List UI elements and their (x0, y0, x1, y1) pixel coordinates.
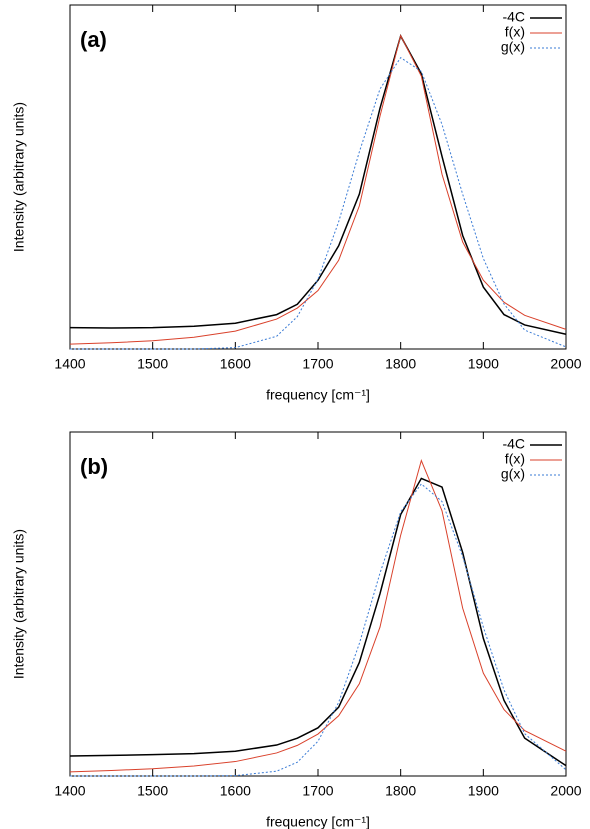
x-tick-label: 2000 (550, 783, 581, 799)
x-tick-label: 1600 (220, 783, 251, 799)
x-tick-label: 1700 (302, 783, 333, 799)
legend-label: g(x) (501, 39, 525, 55)
series-line (70, 461, 566, 772)
x-tick-label: 2000 (550, 356, 581, 372)
x-tick-label: 1800 (385, 783, 416, 799)
legend-label: -4C (502, 9, 525, 25)
x-tick-label: 1400 (54, 783, 85, 799)
y-axis-label: Intensity (arbitrary units) (11, 529, 27, 679)
series-line (70, 484, 566, 776)
x-tick-label: 1400 (54, 356, 85, 372)
x-tick-label: 1700 (302, 356, 333, 372)
panel-label: (a) (80, 27, 107, 52)
x-axis-label: frequency [cm⁻¹] (266, 387, 370, 403)
series-line (70, 58, 566, 349)
legend-label: -4C (502, 436, 525, 452)
x-tick-label: 1800 (385, 356, 416, 372)
x-tick-label: 1500 (137, 783, 168, 799)
x-axis-label: frequency [cm⁻¹] (266, 814, 370, 829)
x-tick-label: 1900 (468, 783, 499, 799)
legend-label: g(x) (501, 466, 525, 482)
panel-label: (b) (80, 454, 108, 479)
x-tick-label: 1600 (220, 356, 251, 372)
legend-label: f(x) (505, 451, 525, 467)
series-line (70, 478, 566, 765)
x-tick-label: 1500 (137, 356, 168, 372)
y-axis-label: Intensity (arbitrary units) (11, 102, 27, 252)
plot-frame (70, 432, 566, 776)
legend-label: f(x) (505, 24, 525, 40)
x-tick-label: 1900 (468, 356, 499, 372)
